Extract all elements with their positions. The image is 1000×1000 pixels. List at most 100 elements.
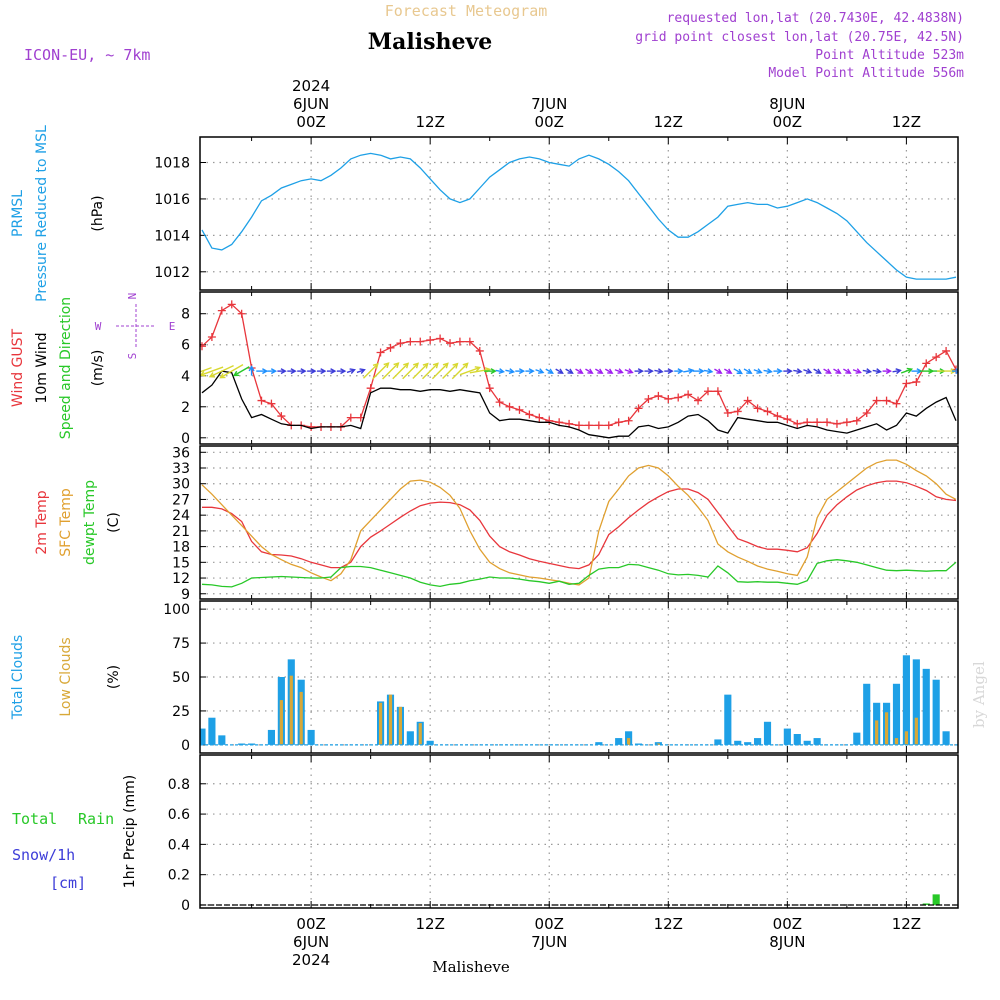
- y-tick-label: 1014: [154, 228, 190, 244]
- wind-arrow-head: [865, 368, 873, 375]
- series-group: [200, 894, 958, 906]
- gust-marker: [723, 408, 732, 417]
- wind-arrow-head: [677, 368, 684, 375]
- bar: [853, 732, 861, 745]
- y-tick-label: 0: [181, 431, 190, 447]
- bar: [724, 694, 732, 745]
- y-tick-label: 1016: [154, 192, 190, 208]
- wind-arrow-head: [617, 368, 624, 374]
- wind-arrow-head: [290, 368, 297, 375]
- gust-marker: [823, 418, 832, 427]
- series-line: [201, 370, 957, 439]
- series-label: dewpt Temp: [82, 480, 98, 565]
- wind-arrow-head: [518, 368, 526, 375]
- wind-arrow: [900, 367, 914, 374]
- gust-marker: [832, 419, 841, 428]
- gust-marker: [644, 395, 653, 404]
- wind-arrow: [753, 368, 763, 374]
- gust-marker: [902, 379, 911, 388]
- series-line: [201, 459, 957, 586]
- panel-frame: [199, 754, 959, 909]
- wind-arrow-shaft: [459, 366, 480, 376]
- y-tick-label: 100: [163, 602, 190, 618]
- bar: [793, 734, 801, 745]
- wind-arrow: [692, 368, 705, 375]
- wind-arrow: [683, 367, 695, 374]
- wind-arrow: [773, 368, 783, 375]
- wind-arrow: [392, 362, 410, 380]
- y-tick-label: 25: [172, 704, 190, 720]
- y-tick-label: 21: [172, 524, 190, 540]
- bar: [307, 729, 315, 745]
- gust-marker: [862, 408, 871, 417]
- wind-arrow-head: [248, 365, 255, 372]
- wind-arrow: [852, 368, 862, 374]
- gust-marker: [763, 407, 772, 416]
- bar: [734, 740, 742, 745]
- gust-marker: [594, 421, 603, 430]
- bar: [426, 740, 434, 745]
- bar: [892, 683, 901, 745]
- total-label: Total: [12, 810, 57, 828]
- wind-arrow-head: [607, 368, 614, 374]
- series-group: [200, 300, 958, 439]
- wind-arrow-head: [698, 368, 705, 375]
- top-time-label: 00Z: [296, 113, 325, 131]
- bar: [754, 738, 762, 745]
- gust-marker: [694, 396, 703, 405]
- wind-arrow: [585, 368, 594, 374]
- wind-arrow: [287, 368, 297, 375]
- wind-arrow-shaft: [900, 368, 912, 374]
- bottom-time-label: 00Z: [773, 915, 802, 933]
- gust-marker: [475, 346, 484, 355]
- series-line: [201, 152, 957, 280]
- wind-arrow: [326, 368, 337, 375]
- wind-arrow: [346, 368, 356, 374]
- wind-arrow-shaft: [233, 366, 250, 377]
- wind-arrow-shaft: [442, 363, 458, 380]
- wind-arrow-head: [627, 368, 634, 374]
- wind-arrow-head: [825, 368, 832, 374]
- series-label: Total Clouds: [10, 635, 26, 720]
- gust-marker: [277, 412, 286, 421]
- gust-marker: [614, 418, 623, 427]
- wind-arrow-head: [688, 367, 695, 374]
- gust-marker: [852, 416, 861, 425]
- wind-arrow: [505, 368, 516, 375]
- wind-arrow: [703, 368, 714, 375]
- wind-arrow: [422, 362, 439, 380]
- wind-arrow: [892, 368, 902, 375]
- snow-unit-label: [cm]: [50, 874, 86, 892]
- wind-arrow: [336, 368, 347, 375]
- bar: [942, 731, 950, 745]
- bar: [894, 738, 899, 745]
- gust-marker: [485, 384, 494, 393]
- bar: [744, 742, 752, 745]
- series-label: Speed and Direction: [58, 297, 74, 439]
- gust-marker: [307, 422, 316, 431]
- bar: [378, 702, 383, 745]
- y-tick-label: 1018: [154, 156, 190, 172]
- series-group: [200, 655, 958, 746]
- location-title: Malisheve: [368, 29, 492, 55]
- bar: [238, 743, 246, 745]
- wind-arrow-head: [219, 372, 226, 379]
- wind-arrow-shaft: [209, 364, 234, 378]
- bottom-time-label: 12Z: [654, 915, 683, 933]
- footer-location: Malisheve: [432, 958, 510, 976]
- gust-marker: [892, 399, 901, 408]
- gust-marker: [416, 337, 425, 346]
- panel-clouds: 0 25 50 75 100 Total Clouds Low Clouds (%): [10, 600, 959, 754]
- y-tick-label: 6: [181, 338, 190, 354]
- gust-marker: [584, 421, 593, 430]
- wind-arrow-head: [776, 368, 783, 375]
- model-altitude: Model Point Altitude 556m: [768, 66, 964, 81]
- wind-arrow-head: [349, 368, 356, 374]
- wind-arrow-head: [310, 368, 317, 375]
- gust-marker: [604, 421, 613, 430]
- wind-arrow: [714, 368, 723, 374]
- gust-marker: [426, 336, 435, 345]
- wind-arrow-shaft: [412, 363, 429, 380]
